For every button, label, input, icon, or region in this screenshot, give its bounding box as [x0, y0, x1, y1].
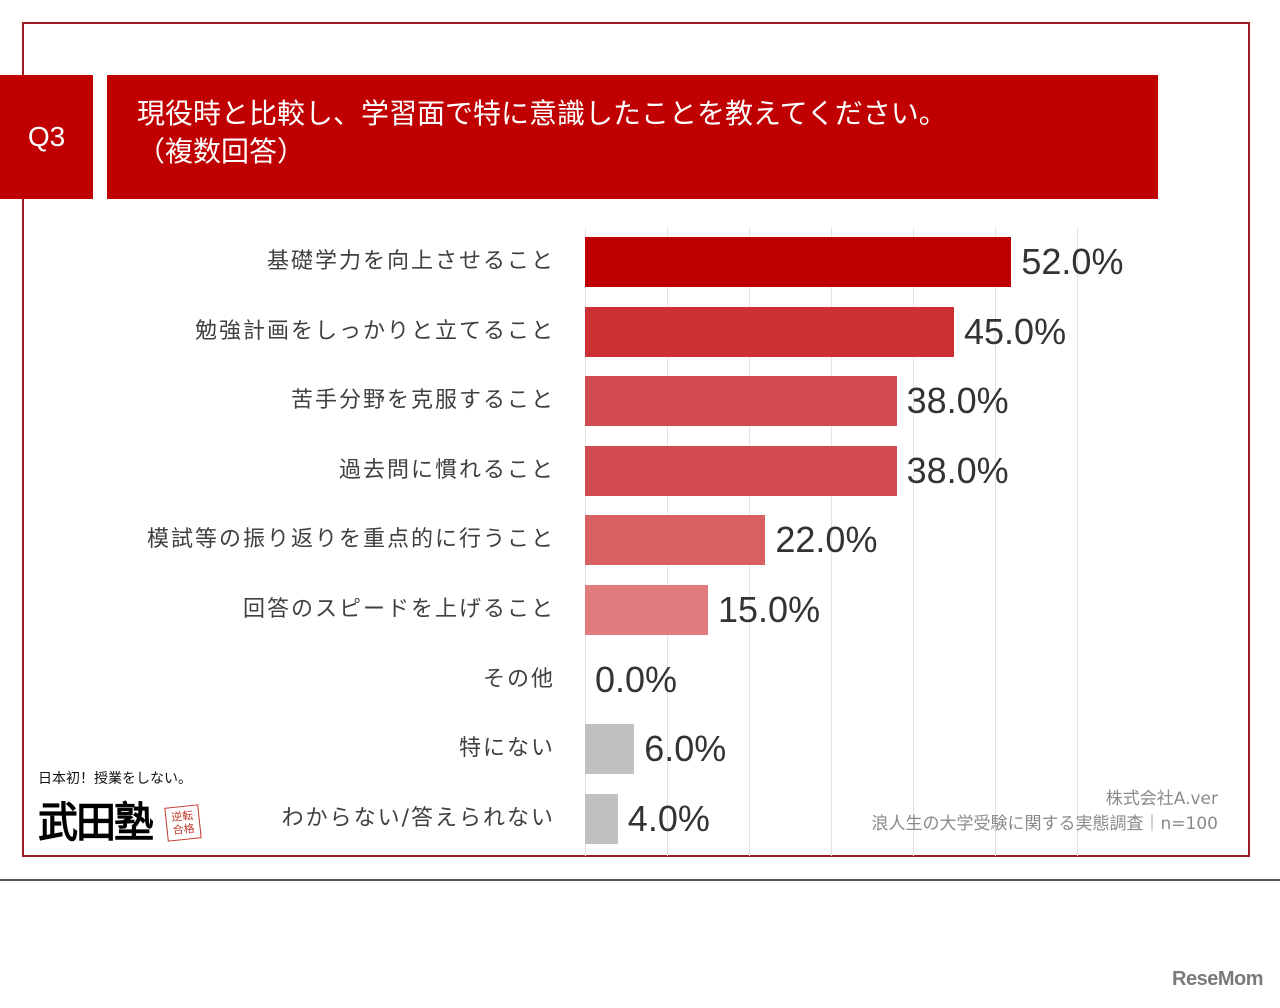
value-label: 45.0%: [964, 310, 1067, 352]
value-label: 38.0%: [906, 449, 1009, 491]
divider: [0, 879, 1280, 881]
bar-row: わからない/答えられない 4.0%: [0, 793, 1280, 844]
source-company: 株式会社A.ver: [1105, 789, 1218, 809]
chart-subtitle: （複数回答）: [137, 135, 306, 168]
bar: [585, 724, 635, 775]
gridline: [831, 228, 832, 856]
chart-title: 現役時と比較し、学習面で特に意識したことを教えてください。: [137, 97, 947, 130]
bar: [585, 585, 708, 635]
category-label: 過去問に慣れること: [338, 457, 555, 483]
gridline: [913, 228, 914, 856]
category-label: 基礎学力を向上させること: [266, 249, 555, 274]
source-survey: 浪人生の大学受験に関する実態調査｜n=100: [871, 814, 1218, 834]
value-label: 15.0%: [718, 589, 821, 630]
gridline: [995, 228, 996, 856]
bar-row: 模試等の振り返りを重点的に行うこと 22.0%: [0, 515, 1280, 566]
logo-stamp: 逆転合格: [164, 804, 202, 842]
category-label: 苦手分野を克服すること: [290, 388, 555, 414]
category-label: 回答のスピードを上げること: [242, 597, 555, 622]
logo-name: 武田塾: [38, 798, 154, 848]
value-label: 0.0%: [595, 658, 678, 700]
bar-row: 回答のスピードを上げること 15.0%: [0, 585, 1280, 635]
bar-row: 勉強計画をしっかりと立てること 45.0%: [0, 306, 1280, 357]
bar: [585, 376, 897, 427]
gridline: [1077, 228, 1078, 856]
bar-row: 特にない 6.0%: [0, 724, 1280, 775]
resemom-logo: ReseMom: [1172, 968, 1263, 990]
value-label: 22.0%: [775, 519, 878, 561]
value-label: 4.0%: [627, 797, 710, 839]
title-band: 現役時と比較し、学習面で特に意識したことを教えてください。 （複数回答）: [107, 75, 1158, 199]
value-label: 6.0%: [644, 728, 727, 770]
value-label: 52.0%: [1021, 241, 1124, 282]
bar: [585, 793, 618, 844]
bar-row: その他 0.0%: [0, 655, 1280, 705]
category-label: その他: [482, 666, 555, 692]
bar-row: 過去問に慣れること 38.0%: [0, 445, 1280, 496]
logo-tagline: 日本初！授業をしない。: [38, 771, 192, 787]
takedajuku-logo: 日本初！授業をしない。 武田塾 逆転合格: [38, 768, 208, 858]
bar-row: 基礎学力を向上させること 52.0%: [0, 237, 1280, 287]
category-label: 模試等の振り返りを重点的に行うこと: [146, 527, 555, 553]
value-label: 38.0%: [906, 380, 1009, 422]
source-note: 株式会社A.ver 浪人生の大学受験に関する実態調査｜n=100: [872, 787, 1218, 837]
question-number-badge: Q3: [0, 75, 93, 199]
bar: [585, 515, 766, 566]
question-number: Q3: [27, 121, 66, 152]
bar-row: 苦手分野を克服すること 38.0%: [0, 376, 1280, 427]
category-label: わからない/答えられない: [281, 805, 555, 831]
bar: [585, 237, 1012, 287]
chart-frame: [22, 22, 1250, 857]
bar: [585, 306, 954, 357]
category-label: 特にない: [458, 736, 555, 762]
bar: [585, 445, 897, 496]
category-label: 勉強計画をしっかりと立てること: [194, 318, 555, 344]
